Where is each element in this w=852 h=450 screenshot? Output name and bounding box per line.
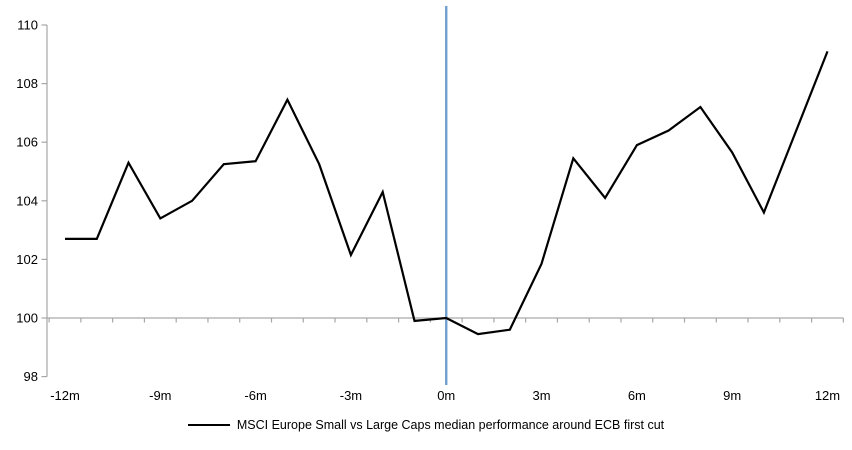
y-tick-label: 110 [17,18,38,33]
x-tick-label: -9m [149,388,171,403]
series-line [65,50,829,336]
legend: MSCI Europe Small vs Large Caps median p… [0,418,852,432]
y-tick-label: 106 [16,135,38,150]
x-tick-label: 6m [628,388,646,403]
legend-line-sample [187,424,230,426]
y-tick-label: 108 [16,76,38,91]
y-tick-label: 98 [24,369,38,384]
x-tick-label: 3m [533,388,551,403]
y-tick-label: 100 [16,311,38,326]
x-tick-label: 12m [815,388,840,403]
x-tick-label: -3m [340,388,362,403]
chart-svg: 110 108 106 104 102 100 98 -12m -9m -6m -3m 0m 3m 6m 9… [16,6,844,403]
y-tick-label: 104 [16,193,38,208]
x-tick-label: -6m [244,388,266,403]
x-tick-label: 0m [437,388,455,403]
x-tick-label: 9m [723,388,741,403]
y-tick-label: 102 [16,252,38,267]
x-tick-label: -12m [50,388,80,403]
legend-label: MSCI Europe Small vs Large Caps median p… [236,418,665,432]
